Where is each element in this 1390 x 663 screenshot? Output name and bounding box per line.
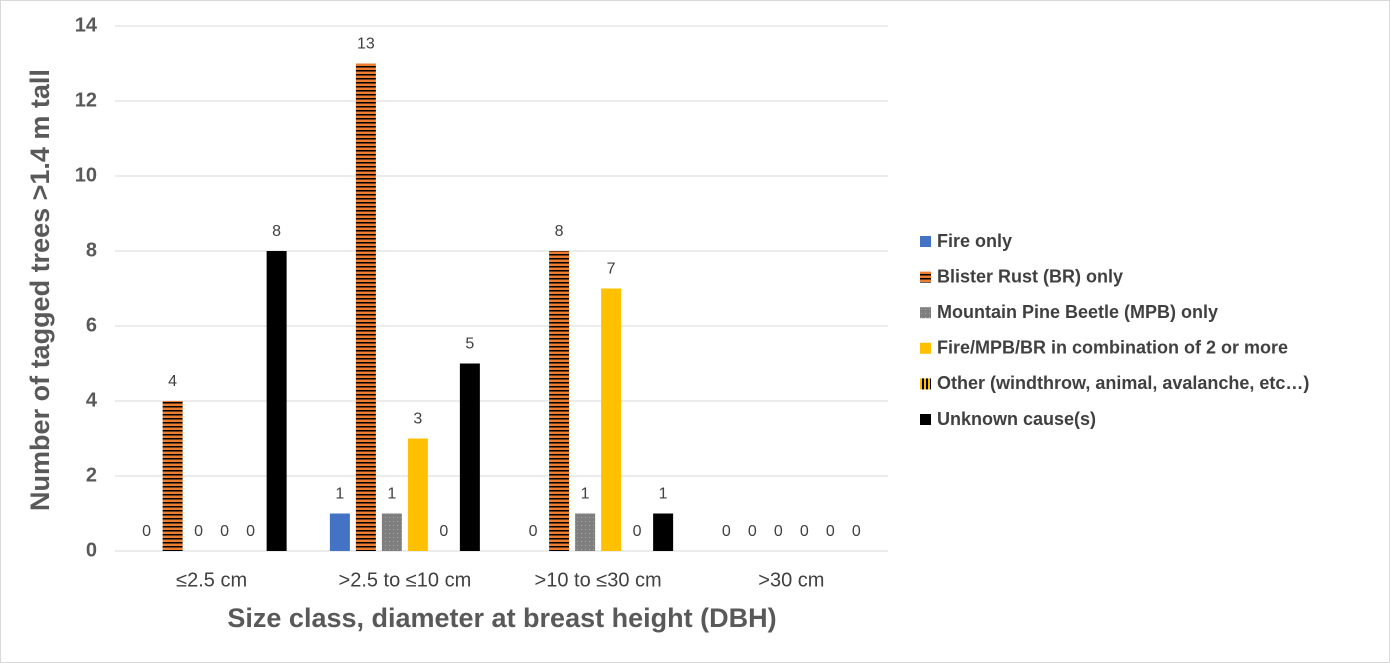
legend-label: Mountain Pine Beetle (MPB) only xyxy=(937,302,1218,322)
value-label: 3 xyxy=(413,411,422,428)
bar xyxy=(162,401,183,551)
value-label: 1 xyxy=(581,486,590,503)
y-tick-label: 8 xyxy=(86,239,97,261)
y-tick-label: 12 xyxy=(75,89,97,111)
value-label: 4 xyxy=(168,373,177,390)
legend-label: Other (windthrow, animal, avalanche, etc… xyxy=(937,373,1309,393)
value-label: 0 xyxy=(246,523,255,540)
value-label: 0 xyxy=(852,523,861,540)
legend-marker xyxy=(920,307,931,319)
value-label: 5 xyxy=(465,336,474,353)
legend-label: Blister Rust (BR) only xyxy=(937,266,1123,286)
value-label: 13 xyxy=(357,36,375,53)
y-tick-label: 10 xyxy=(75,164,97,186)
bar xyxy=(459,363,480,551)
x-tick-label: >30 cm xyxy=(758,569,824,591)
value-label: 1 xyxy=(387,486,396,503)
value-label: 0 xyxy=(220,523,229,540)
value-label: 7 xyxy=(607,261,616,278)
x-tick-label: >10 to ≤30 cm xyxy=(535,569,662,591)
y-tick-label: 0 xyxy=(86,539,97,561)
legend-marker xyxy=(920,414,931,425)
legend-marker xyxy=(920,236,931,247)
bar xyxy=(407,438,428,551)
x-axis-title: Size class, diameter at breast height (D… xyxy=(227,603,776,633)
bar xyxy=(355,63,376,551)
legend-label: Fire only xyxy=(937,231,1012,251)
value-label: 0 xyxy=(722,523,731,540)
bar xyxy=(549,251,570,551)
value-label: 0 xyxy=(826,523,835,540)
x-tick-label: >2.5 to ≤10 cm xyxy=(339,569,472,591)
value-label: 0 xyxy=(142,523,151,540)
value-label: 8 xyxy=(272,223,281,240)
value-label: 0 xyxy=(774,523,783,540)
bar xyxy=(329,513,350,551)
value-label: 0 xyxy=(748,523,757,540)
value-label: 0 xyxy=(439,523,448,540)
y-tick-label: 6 xyxy=(86,314,97,336)
value-label: 1 xyxy=(335,486,344,503)
y-axis-title: Number of tagged trees >1.4 m tall xyxy=(25,69,55,511)
y-tick-label: 14 xyxy=(75,14,98,36)
legend-marker xyxy=(920,271,931,283)
legend-label: Fire/MPB/BR in combination of 2 or more xyxy=(937,338,1288,358)
y-tick-label: 4 xyxy=(86,389,98,411)
value-label: 0 xyxy=(633,523,642,540)
value-label: 0 xyxy=(194,523,203,540)
value-label: 0 xyxy=(529,523,538,540)
x-tick-label: ≤2.5 cm xyxy=(176,569,247,591)
bar xyxy=(575,513,596,551)
legend-marker xyxy=(920,378,931,390)
value-label: 8 xyxy=(555,223,564,240)
legend-label: Unknown cause(s) xyxy=(937,409,1096,429)
bar xyxy=(381,513,402,551)
bar xyxy=(653,513,674,551)
bar xyxy=(266,251,287,551)
bar xyxy=(601,288,622,551)
value-label: 0 xyxy=(800,523,809,540)
value-label: 1 xyxy=(659,486,668,503)
y-tick-label: 2 xyxy=(86,464,97,486)
legend-marker xyxy=(920,342,931,354)
